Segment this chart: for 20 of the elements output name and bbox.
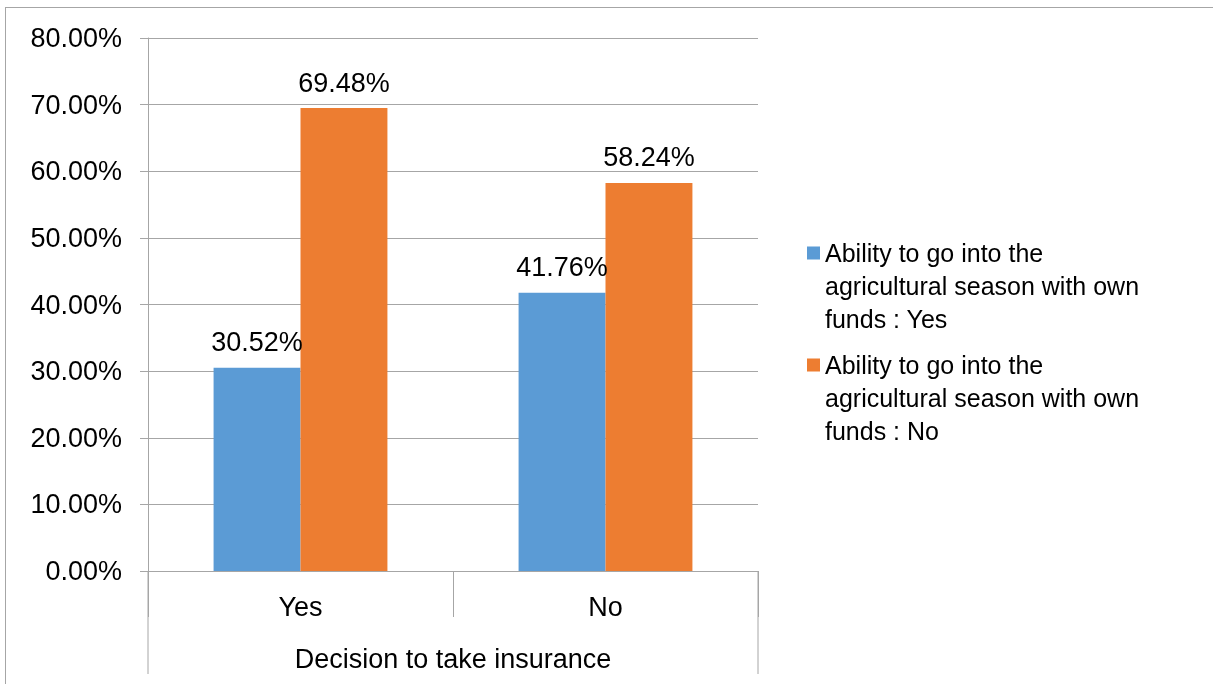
bar: [518, 292, 606, 571]
y-tick-label: 10.00%: [30, 489, 122, 520]
y-tick-label: 0.00%: [45, 556, 122, 586]
data-label: 69.48%: [298, 67, 390, 98]
y-tick-label: 30.00%: [30, 356, 122, 387]
y-tick-label: 50.00%: [30, 222, 122, 253]
bar: [300, 108, 388, 571]
y-tick-label: 40.00%: [30, 289, 122, 320]
x-tick-label: Yes: [278, 591, 323, 622]
x-axis-title: Decision to take insurance: [294, 643, 612, 674]
data-label: 58.24%: [603, 142, 695, 173]
legend-label: Ability to go into the agricultural season with own funds : No: [825, 351, 1146, 445]
x-tick-label: No: [588, 591, 623, 622]
y-tick-label: 70.00%: [30, 89, 122, 120]
y-tick-label: 80.00%: [30, 23, 122, 53]
legend-label: Ability to go into the agricultural season with own funds : Yes: [825, 239, 1146, 333]
y-tick-label: 60.00%: [30, 156, 122, 187]
bar: [213, 367, 301, 571]
y-tick-label: 20.00%: [30, 422, 122, 453]
bar: [605, 182, 693, 571]
